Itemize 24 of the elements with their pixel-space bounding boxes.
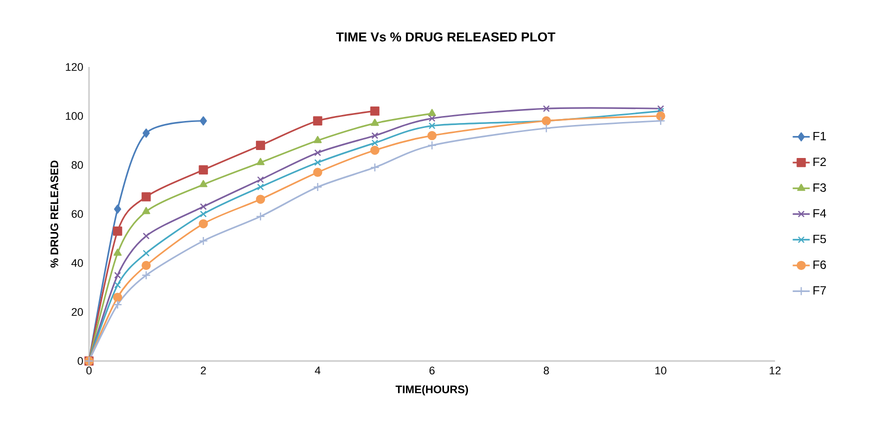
y-tick-label: 80 bbox=[72, 161, 83, 169]
y-tick-label: 120 bbox=[66, 63, 83, 71]
x-tick-label: 4 bbox=[314, 366, 320, 374]
legend-label: F4 bbox=[814, 209, 826, 218]
x-tick-label: 12 bbox=[770, 366, 781, 374]
legend-label: F2 bbox=[814, 158, 826, 166]
x-tick-label: 6 bbox=[430, 366, 435, 374]
y-tick-label: 60 bbox=[72, 210, 83, 218]
y-tick-label: 40 bbox=[71, 259, 83, 267]
y-tick-label: 0 bbox=[78, 357, 83, 365]
x-tick-label: 8 bbox=[544, 366, 549, 374]
legend-label: F1 bbox=[814, 132, 826, 140]
legend-label: F6 bbox=[814, 260, 826, 269]
x-tick-label: 10 bbox=[655, 366, 666, 374]
legend-label: F7 bbox=[814, 286, 826, 295]
legend-label: F3 bbox=[814, 183, 826, 192]
x-tick-label: 2 bbox=[200, 366, 206, 374]
chart-title: TIME Vs % DRUG RELEASED PLOT bbox=[336, 32, 556, 42]
y-tick-label: 100 bbox=[66, 112, 83, 120]
y-axis-title: % DRUG RELEASED bbox=[50, 160, 58, 268]
legend-label: F5 bbox=[814, 234, 826, 244]
x-axis-title: TIME(HOURS) bbox=[396, 385, 468, 396]
x-tick-label: 0 bbox=[86, 366, 92, 374]
y-tick-label: 20 bbox=[72, 308, 83, 316]
